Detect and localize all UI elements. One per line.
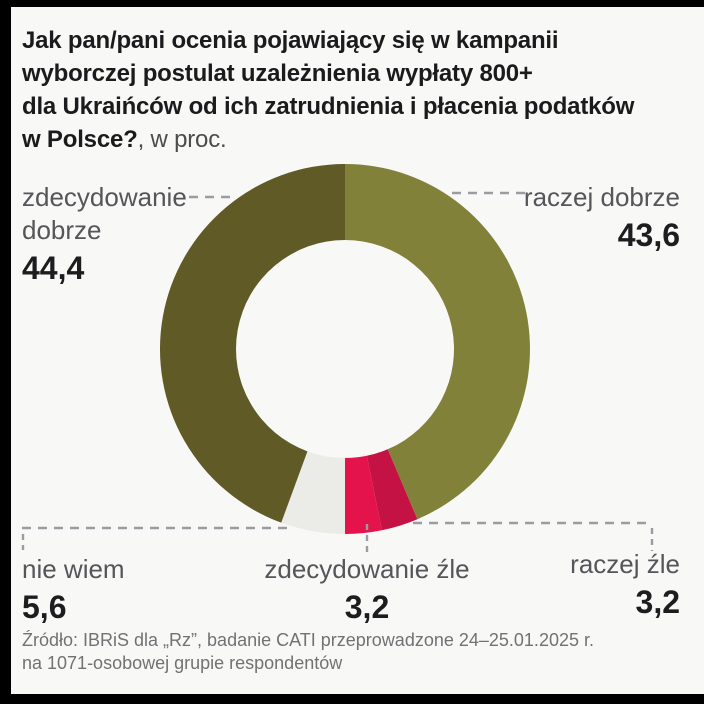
source-note: Źródło: IBRiS dla „Rz”, badanie CATI prz… bbox=[22, 629, 672, 675]
callout-label: nie wiem bbox=[22, 554, 125, 584]
callout-label: dobrze bbox=[22, 215, 102, 245]
callout-label: raczej dobrze bbox=[523, 182, 680, 212]
page-title: Jak pan/pani ocenia pojawiający się w ka… bbox=[22, 24, 684, 156]
source-line-2: na 1071-osobowej grupie respondentów bbox=[22, 653, 343, 673]
callout-raczej-dobrze: raczej dobrze 43,6 bbox=[524, 181, 680, 252]
title-line-3: dla Ukraińców od ich zatrudnienia i płac… bbox=[22, 93, 635, 120]
callout-zdecydowanie-dobrze: zdecydowanie dobrze 44,4 bbox=[22, 181, 187, 285]
callout-value: 5,6 bbox=[22, 589, 67, 625]
title-line-4-bold: w Polsce? bbox=[22, 126, 138, 153]
title-line-4: w Polsce?, w proc. bbox=[22, 123, 684, 156]
callout-label: raczej źle bbox=[570, 549, 680, 579]
source-line-1: Źródło: IBRiS dla „Rz”, badanie CATI prz… bbox=[22, 630, 594, 650]
title-line-2: wyborczej postulat uzależnienia wypłaty … bbox=[22, 60, 533, 87]
callout-value: 44,4 bbox=[22, 250, 85, 286]
callout-zdecydowanie-zle: zdecydowanie źle 3,2 bbox=[264, 553, 469, 624]
title-unit-suffix: , w proc. bbox=[137, 126, 227, 153]
callout-value: 3,2 bbox=[344, 589, 390, 625]
callout-value: 43,6 bbox=[617, 217, 680, 253]
callout-raczej-zle: raczej źle 3,2 bbox=[570, 548, 680, 619]
callout-nie-wiem: nie wiem 5,6 bbox=[22, 553, 125, 624]
callout-value: 3,2 bbox=[635, 584, 680, 620]
callout-label: zdecydowanie źle bbox=[264, 554, 470, 584]
callout-label: zdecydowanie bbox=[22, 182, 187, 212]
title-line-1: Jak pan/pani ocenia pojawiający się w ka… bbox=[22, 27, 559, 54]
